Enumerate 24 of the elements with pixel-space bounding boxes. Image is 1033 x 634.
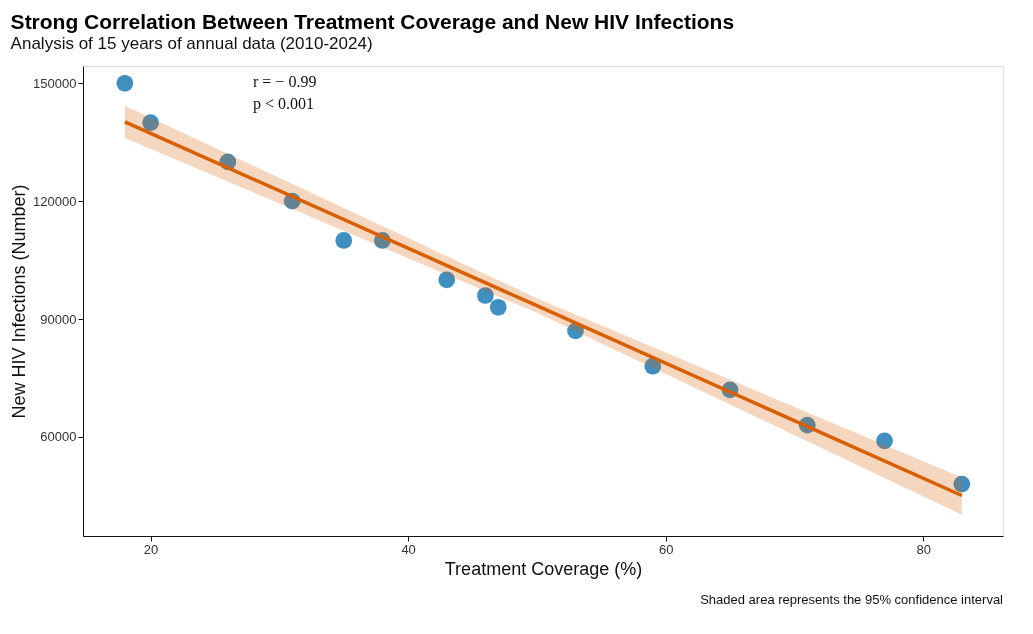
- point: [489, 298, 507, 316]
- point: [438, 271, 456, 289]
- y-tick-label: 90000: [40, 311, 77, 327]
- y-tick-label: 60000: [40, 429, 77, 445]
- annotation: r = − 0.99: [253, 73, 317, 90]
- x-axis-title: Treatment Coverage (%): [444, 558, 643, 579]
- point: [116, 74, 134, 92]
- y-axis-title: New HIV Infections (Number): [9, 184, 30, 419]
- text: Shaded area represents the 95% confidence interval: [700, 592, 1004, 607]
- point: [953, 475, 971, 493]
- chart-title: Strong Correlation Between Treatment Coverage and New HIV Infections: [10, 10, 735, 33]
- point: [335, 232, 353, 249]
- x-tick-label: 40: [401, 541, 416, 557]
- y-tick-label: 120000: [33, 193, 77, 209]
- y-tick-label: 150000: [33, 75, 77, 91]
- point: [477, 287, 494, 304]
- chart-subtitle: Analysis of 15 years of annual data (2010-2024): [10, 34, 373, 53]
- point: [644, 357, 662, 375]
- x-tick-label: 20: [143, 541, 159, 557]
- point: [876, 432, 893, 450]
- point: [142, 114, 159, 131]
- x-tick-label: 60: [658, 541, 674, 557]
- x-tick-label: 80: [916, 541, 931, 557]
- annotation: p < 0.001: [253, 95, 315, 113]
